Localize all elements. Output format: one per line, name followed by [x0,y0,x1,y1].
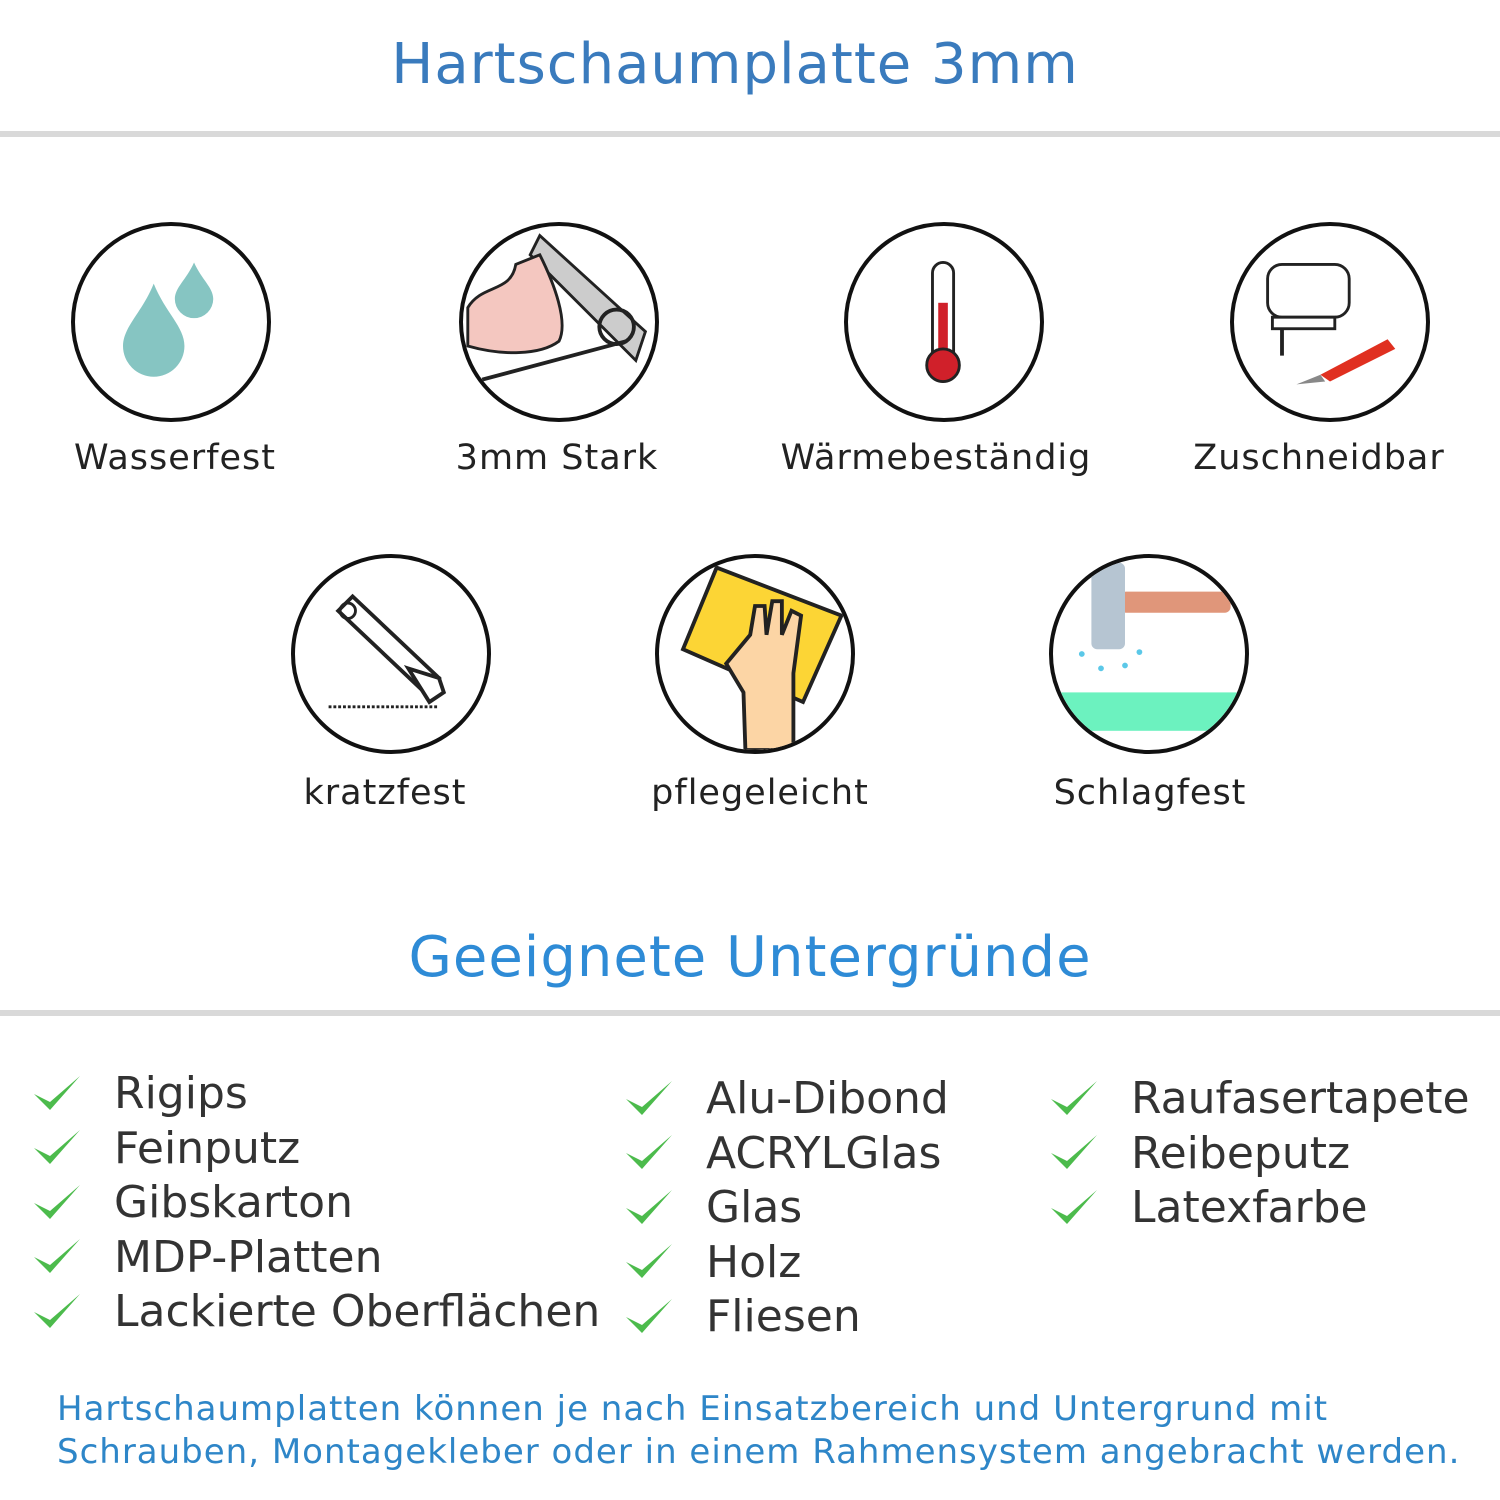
surface-label: Gibskarton [114,1177,353,1228]
jigsaw-knife-icon [1230,222,1430,422]
feature-label-3mm-stark: 3mm Stark [455,438,659,478]
surface-label: Glas [706,1182,803,1233]
surface-item: Reibeputz [1049,1128,1350,1179]
check-icon [1051,1189,1097,1224]
surfaces-title: Geeignete Untergründe [408,925,1092,990]
check-icon [1051,1135,1097,1169]
surface-item: MDP-Platten [32,1232,382,1283]
check-icon [1051,1080,1097,1115]
surface-label: Rigips [114,1068,248,1119]
check-icon [34,1239,80,1273]
cutter-knife-icon [291,554,491,754]
check-icon [626,1135,672,1169]
check-icon [34,1130,80,1164]
surface-label: Fliesen [706,1291,861,1342]
feature-label-wasserfest: Wasserfest [73,438,277,478]
check-icon [626,1080,672,1115]
surface-item: Rigips [32,1068,248,1119]
surface-item: Feinputz [32,1123,300,1174]
surface-item: Fliesen [624,1291,861,1342]
surface-item: Alu-Dibond [624,1073,949,1124]
check-icon [34,1293,80,1328]
feature-label-schlagfest: Schlagfest [1053,773,1247,813]
surface-item: Raufasertapete [1049,1073,1470,1124]
check-icon [626,1298,672,1333]
surface-item: Glas [624,1182,802,1233]
surface-label: MDP-Platten [114,1231,383,1283]
divider [0,1010,1500,1016]
water-drops-icon [71,222,271,422]
check-icon [626,1189,672,1224]
feature-label-pflegeleicht: pflegeleicht [651,773,869,813]
feature-label-kratzfest: kratzfest [303,773,467,813]
feature-label-zuschneidbar: Zuschneidbar [1193,438,1445,478]
surface-label: Lackierte Oberflächen [114,1286,601,1337]
cleaning-hand-icon [655,554,855,754]
surface-label: Feinputz [114,1122,301,1174]
surface-item: Gibskarton [32,1177,353,1228]
feature-label-waermebestaendig: Wärmebeständig [780,438,1092,478]
page-title: Hartschaumplatte 3mm [391,32,1079,97]
strong-arm-icon [459,222,659,422]
surface-label: Latexfarbe [1131,1182,1368,1233]
hammer-icon [1049,554,1249,754]
surface-label: Holz [706,1236,802,1288]
surface-item: ACRYLGlas [624,1128,941,1179]
surface-item: Lackierte Oberflächen [32,1286,600,1337]
check-icon [626,1244,672,1278]
divider [0,131,1500,137]
surface-label: ACRYLGlas [706,1127,942,1179]
surface-label: Reibeputz [1131,1127,1351,1179]
footer-line-2: Schrauben, Montagekleber oder in einem R… [57,1432,1461,1472]
check-icon [34,1075,80,1110]
surface-item: Holz [624,1237,801,1288]
footer-line-1: Hartschaumplatten können je nach Einsatz… [57,1389,1329,1429]
surface-label: Raufasertapete [1131,1073,1470,1124]
check-icon [34,1184,80,1219]
thermometer-icon [844,222,1044,422]
surface-label: Alu-Dibond [706,1073,949,1124]
surface-item: Latexfarbe [1049,1182,1368,1233]
